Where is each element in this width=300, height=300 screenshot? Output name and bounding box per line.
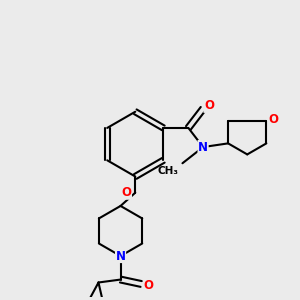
Text: O: O	[143, 279, 154, 292]
Text: O: O	[269, 113, 279, 126]
Text: O: O	[204, 99, 214, 112]
Text: N: N	[198, 141, 208, 154]
Text: O: O	[122, 186, 131, 199]
Text: N: N	[116, 250, 126, 262]
Text: CH₃: CH₃	[157, 166, 178, 176]
